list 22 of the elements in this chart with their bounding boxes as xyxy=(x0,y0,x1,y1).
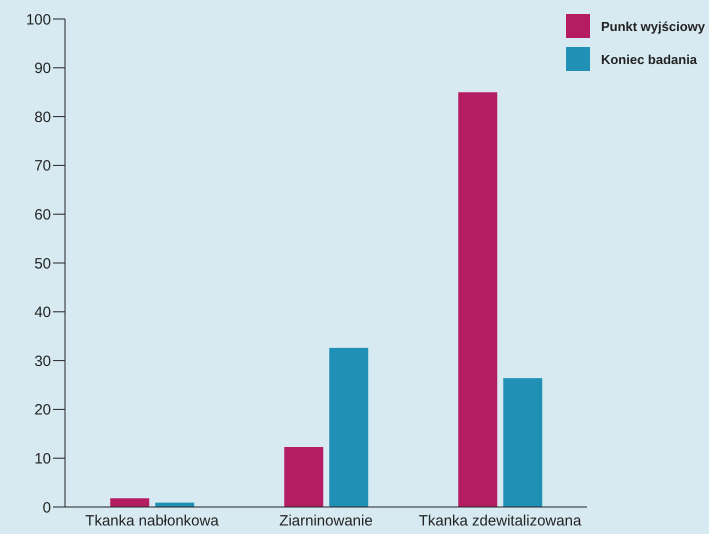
x-tick-label: Ziarninowanie xyxy=(279,512,373,530)
y-tick-label: 40 xyxy=(34,304,51,322)
legend-label: Punkt wyjściowy xyxy=(600,18,705,34)
y-tick-label: 20 xyxy=(34,402,51,419)
y-tick-label: 100 xyxy=(26,11,51,28)
x-tick-label: Tkanka nabłonkowa xyxy=(85,512,220,530)
bar xyxy=(503,378,542,507)
bar xyxy=(329,348,368,507)
y-tick-label: 70 xyxy=(34,158,51,175)
bar xyxy=(110,498,150,507)
bar xyxy=(458,92,498,507)
x-tick-label: Tkanka zdewitalizowana xyxy=(418,512,582,530)
bar xyxy=(284,446,324,507)
y-tick-label: 90 xyxy=(34,60,51,78)
y-tick-label: 30 xyxy=(34,352,51,370)
y-tick-label: 80 xyxy=(34,108,51,126)
bar xyxy=(155,502,194,507)
y-tick-label: 0 xyxy=(42,499,51,516)
y-tick-label: 50 xyxy=(34,255,51,272)
legend-label: Koniec badania xyxy=(600,52,698,66)
y-tick-label: 10 xyxy=(34,450,51,468)
y-tick-label: 60 xyxy=(34,206,51,224)
